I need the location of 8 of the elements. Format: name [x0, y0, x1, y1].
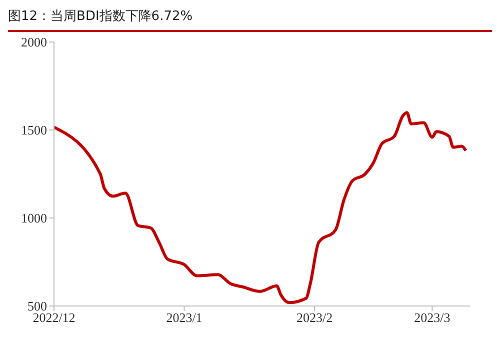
y-tick-label: 2000 [21, 34, 47, 50]
x-tick-label: 2023/3 [414, 310, 450, 326]
y-tick-label: 1000 [21, 210, 47, 226]
chart-title: 图12：当周BDI指数下降6.72% [8, 8, 492, 32]
y-tick-label: 1500 [21, 122, 47, 138]
x-tick-label: 2023/1 [166, 310, 202, 326]
line-series [54, 111, 468, 304]
x-tick-label: 2023/2 [296, 310, 333, 326]
